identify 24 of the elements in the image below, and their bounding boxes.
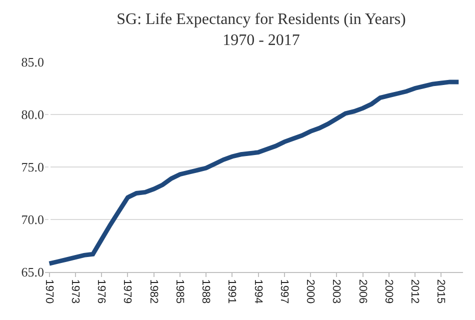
x-tick-label: 2006 xyxy=(356,279,368,304)
x-tick-label: 2012 xyxy=(408,279,421,304)
x-tick-label: 1982 xyxy=(147,279,160,304)
x-tick-label: 1979 xyxy=(121,279,134,304)
x-tick-label: 2003 xyxy=(330,279,342,304)
chart-subtitle: 1970 - 2017 xyxy=(222,32,300,49)
y-tick-label: 65.0 xyxy=(21,264,44,280)
y-tick-label: 80.0 xyxy=(21,107,44,122)
y-tick-label: 85.0 xyxy=(21,54,44,70)
x-tick-label: 2009 xyxy=(382,279,394,304)
x-tick-label: 1973 xyxy=(68,279,81,304)
x-tick-label: 1991 xyxy=(226,279,238,304)
x-tick-label: 2000 xyxy=(304,279,316,304)
x-tick-label: 1985 xyxy=(173,279,186,304)
x-tick-label: 1970 xyxy=(42,279,55,304)
y-tick-label: 70.0 xyxy=(21,212,44,228)
chart-title: SG: Life Expectancy for Residents (in Years) xyxy=(116,11,406,28)
line-series xyxy=(47,80,461,266)
y-tick-label: 75.0 xyxy=(21,160,44,175)
x-tick-label: 1994 xyxy=(252,279,264,304)
x-tick-label: 2015 xyxy=(434,279,447,304)
x-tick-label: 1976 xyxy=(95,279,108,304)
x-tick-label: 1988 xyxy=(200,279,212,304)
x-tick-label: 1997 xyxy=(278,279,290,304)
